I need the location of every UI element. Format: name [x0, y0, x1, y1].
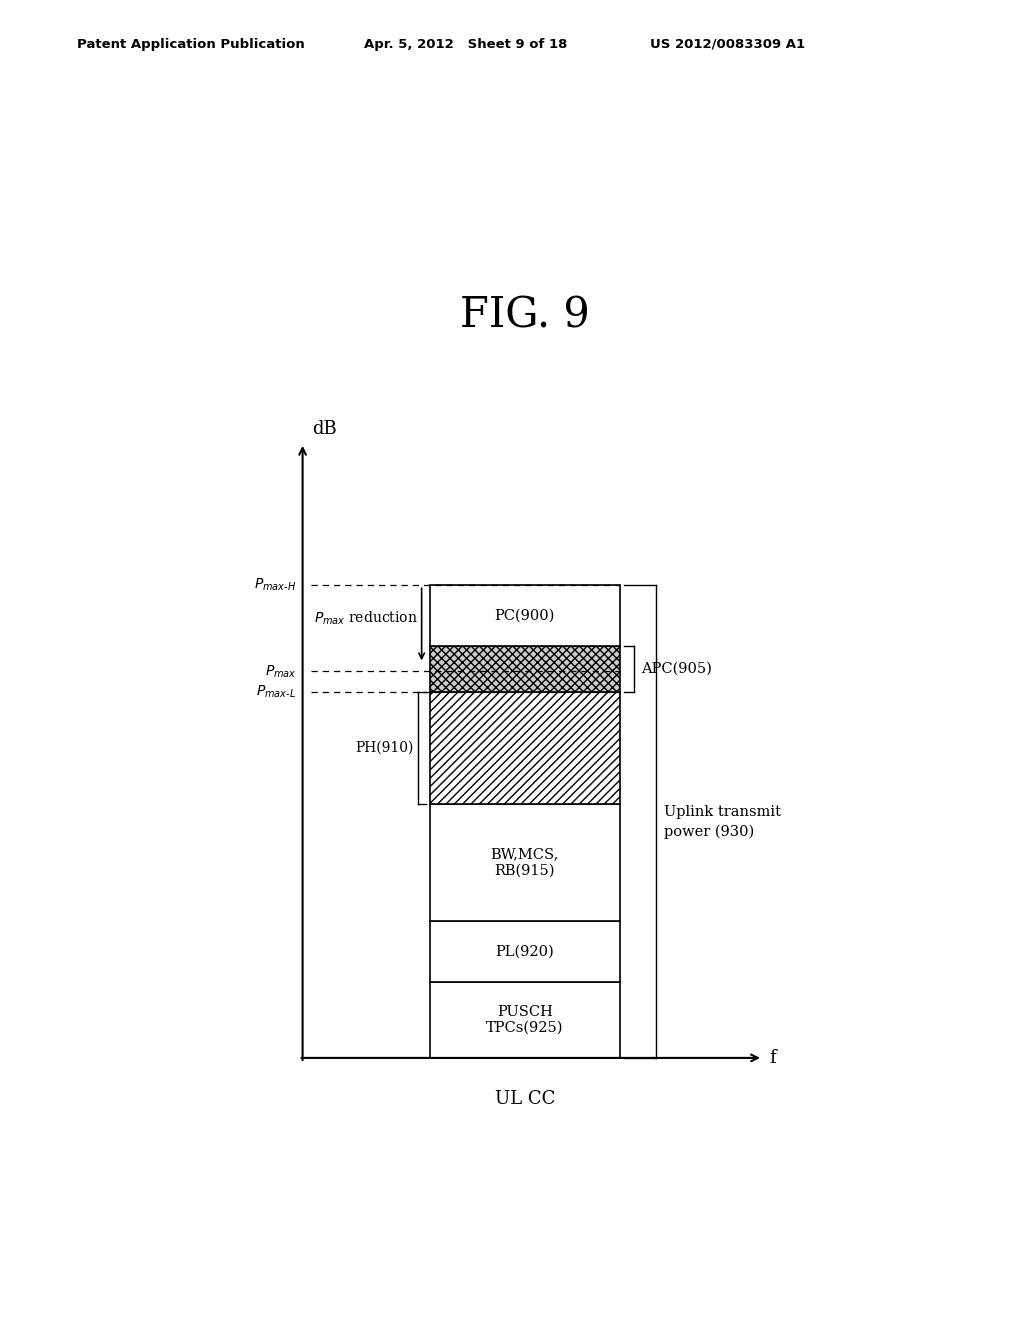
Text: f: f — [769, 1049, 776, 1067]
Text: dB: dB — [312, 420, 337, 438]
Text: PL(920): PL(920) — [496, 944, 554, 958]
Text: $\mathit{P}_{max}$ reduction: $\mathit{P}_{max}$ reduction — [314, 610, 418, 627]
Text: $\mathit{P}_{max}$: $\mathit{P}_{max}$ — [264, 663, 296, 680]
Bar — [430, 647, 621, 692]
Text: US 2012/0083309 A1: US 2012/0083309 A1 — [650, 37, 805, 50]
Text: PH(910): PH(910) — [355, 741, 414, 755]
Text: UL CC: UL CC — [495, 1089, 555, 1107]
Bar — [430, 804, 621, 921]
Text: Patent Application Publication: Patent Application Publication — [77, 37, 304, 50]
Bar — [430, 982, 621, 1057]
Bar — [430, 692, 621, 804]
Text: PC(900): PC(900) — [495, 609, 555, 623]
Text: Apr. 5, 2012   Sheet 9 of 18: Apr. 5, 2012 Sheet 9 of 18 — [364, 37, 567, 50]
Text: $\mathit{P}_{max\text{-}H}$: $\mathit{P}_{max\text{-}H}$ — [254, 577, 296, 594]
Bar — [430, 585, 621, 647]
Text: Uplink transmit
power (930): Uplink transmit power (930) — [664, 805, 780, 838]
Text: PUSCH
TPCs(925): PUSCH TPCs(925) — [486, 1005, 563, 1035]
Text: BW,MCS,
RB(915): BW,MCS, RB(915) — [490, 847, 559, 878]
Text: $\mathit{P}_{max\text{-}L}$: $\mathit{P}_{max\text{-}L}$ — [256, 684, 296, 700]
Text: APC(905): APC(905) — [641, 663, 712, 676]
Text: FIG. 9: FIG. 9 — [460, 294, 590, 337]
Bar — [430, 921, 621, 982]
